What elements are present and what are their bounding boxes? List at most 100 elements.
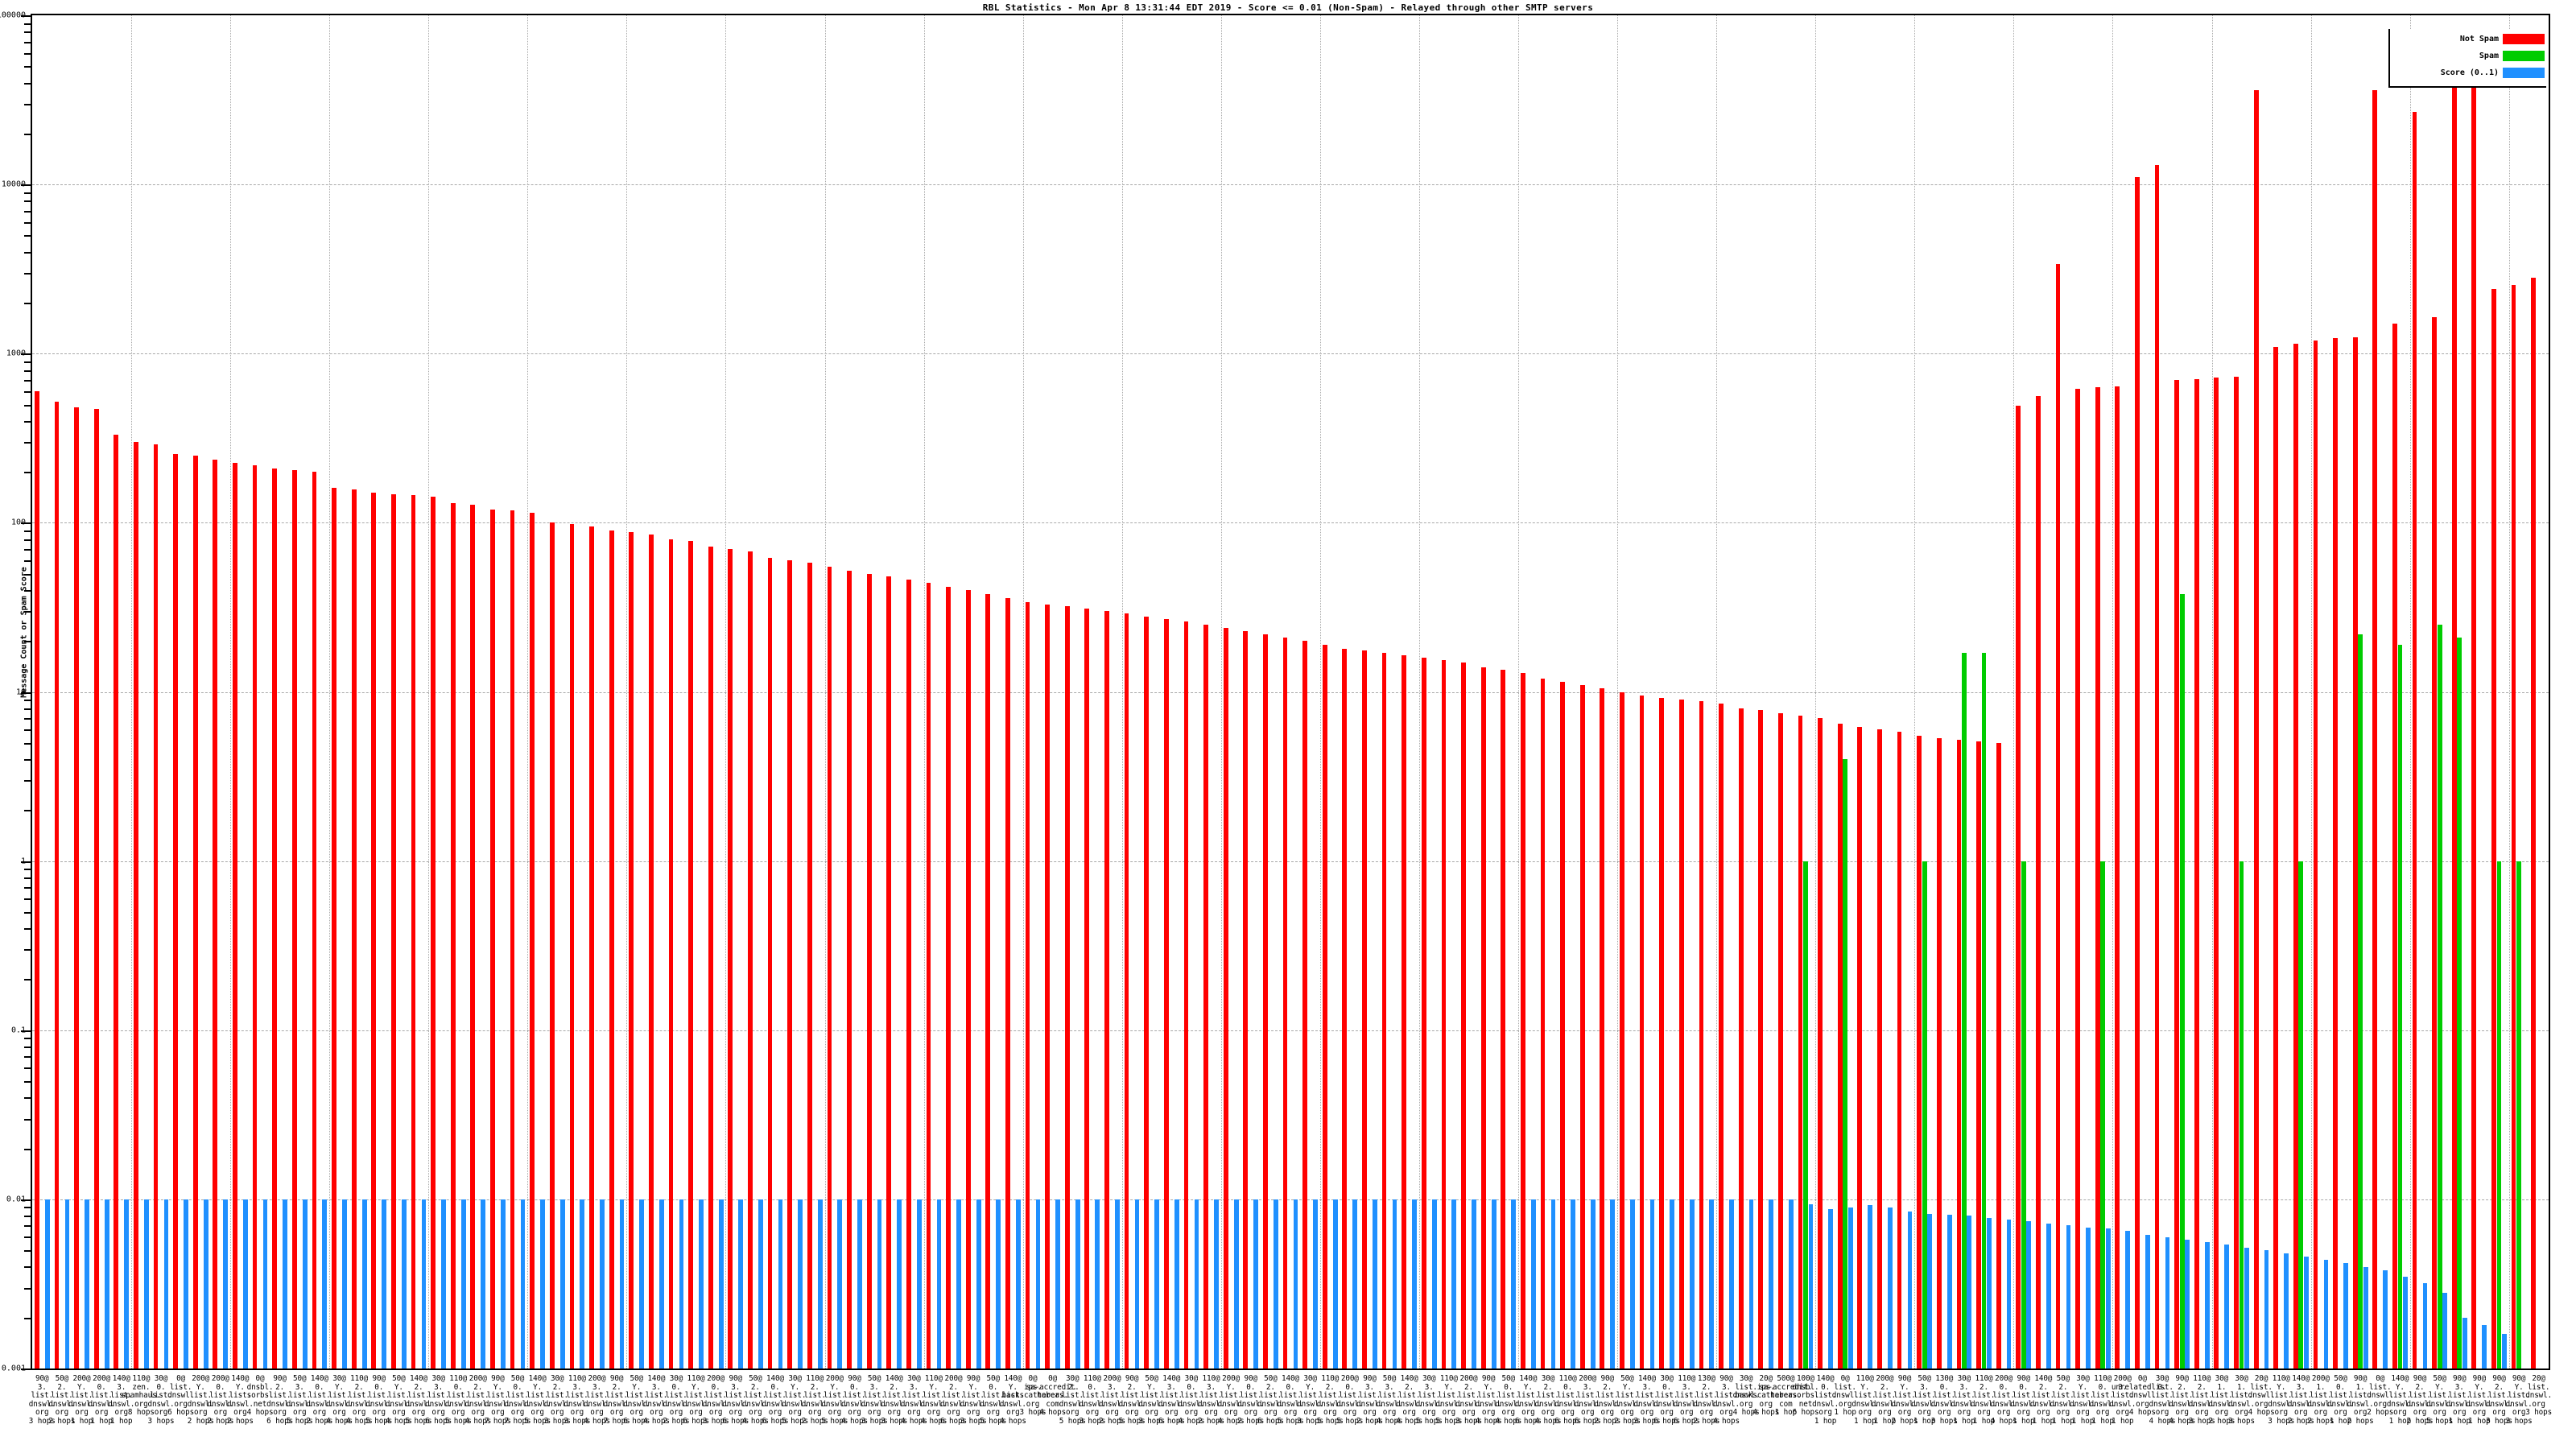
- x-axis-tick-label-line: dnswl.: [881, 1399, 908, 1409]
- x-axis-tick-label-line: sa-accredit.: [1026, 1382, 1080, 1392]
- x-axis-tick-label-line: 5 hops: [980, 1416, 1007, 1426]
- x-axis-tick-label-line: 30@: [1541, 1374, 1555, 1383]
- bar-score: [956, 1199, 961, 1368]
- x-axis-tick-label-line: dnswl.: [484, 1399, 511, 1409]
- x-axis-tick-label-line: Y.: [2277, 1382, 2286, 1392]
- x-axis-tick-label-line: 3 hops: [1633, 1416, 1661, 1426]
- x-axis-tick-label-line: org: [332, 1408, 346, 1417]
- bar-not-spam: [431, 496, 436, 1368]
- x-axis-tick-label-line: 4 hops: [2169, 1416, 2196, 1426]
- x-axis-tick-label-line: 0.: [374, 1382, 384, 1392]
- x-axis-tick-label-line: org: [1244, 1408, 1258, 1417]
- x-axis-tick-label-line: list.: [2250, 1382, 2273, 1392]
- y-axis-tick-minor: [24, 1216, 31, 1218]
- x-axis-tick-label: 50@ 0. list. dnswl. org 1 hop: [2327, 1374, 2355, 1426]
- x-axis-tick-label-line: 1 hop: [1774, 1408, 1798, 1417]
- y-axis-tick-minor: [24, 442, 31, 444]
- x-axis-tick-label-line: 4 hops: [1713, 1416, 1740, 1426]
- x-axis-tick-label-line: 90@: [35, 1374, 49, 1383]
- y-axis-tick-minor: [24, 200, 31, 203]
- bar-score: [2502, 1334, 2507, 1368]
- x-axis-tick-label-line: 140@: [1816, 1374, 1835, 1383]
- bar-score: [2343, 1263, 2348, 1368]
- y-axis-tick-minor: [24, 221, 31, 224]
- bar-score: [1689, 1199, 1695, 1368]
- x-axis-tick-label-line: list.: [1972, 1391, 1996, 1400]
- x-axis-tick-label-line: list.: [2071, 1391, 2095, 1400]
- x-axis-tick-label-line: dnswl.: [187, 1399, 214, 1409]
- bar-score: [1670, 1199, 1675, 1368]
- x-axis-tick-label-line: list.: [209, 1391, 232, 1400]
- x-axis-tick-label-line: 200@: [1459, 1374, 1478, 1383]
- x-axis-tick-label-line: list.: [2230, 1391, 2253, 1400]
- x-axis-tick-label-line: org: [590, 1408, 604, 1417]
- bar-score: [877, 1199, 882, 1368]
- x-axis-tick-label: 90@ 0. list. dnswl. org 1 hop: [2010, 1374, 2037, 1426]
- bar-not-spam: [93, 409, 99, 1368]
- x-axis-tick-label-line: dnswl.: [2327, 1399, 2355, 1409]
- x-axis-tick-label-line: 8 hops: [127, 1408, 155, 1417]
- bar-spam: [1922, 861, 1927, 1368]
- y-axis-tick-minor: [24, 390, 31, 393]
- x-axis-tick-label-line: org: [2373, 1399, 2388, 1409]
- x-axis-tick-label-line: 3.: [731, 1382, 741, 1392]
- bar-score: [936, 1199, 942, 1368]
- x-axis-tick-label-line: org: [1085, 1408, 1100, 1417]
- bar-not-spam: [351, 489, 357, 1368]
- x-axis-tick-label-line: dnswl.: [1693, 1399, 1720, 1409]
- x-axis-tick-label-line: list.: [625, 1391, 648, 1400]
- x-axis-tick-label-line: dnswl.: [1198, 1399, 1225, 1409]
- x-axis-tick-label: 50@ Y. list. dnswl. org 4 hops: [386, 1374, 412, 1426]
- x-axis-tick-label-line: 90@: [2017, 1374, 2030, 1383]
- x-axis-tick-label-line: dnswl.: [1554, 1399, 1582, 1409]
- x-axis-tick-label-line: 0@: [2137, 1374, 2147, 1383]
- bar-not-spam: [1402, 654, 1407, 1368]
- plot-area: Not Spam Spam Score (0..1): [31, 14, 2550, 1370]
- x-axis-tick-label-line: 3 hops: [1019, 1408, 1046, 1417]
- x-axis-tick-label-line: dnswl.: [2347, 1399, 2374, 1409]
- x-axis-tick-label-line: org: [1105, 1408, 1119, 1417]
- legend-item[interactable]: Spam: [2390, 49, 2545, 63]
- x-axis-tick-label-line: 50@: [2433, 1374, 2446, 1383]
- bar-score: [1847, 1207, 1853, 1368]
- legend-item[interactable]: Not Spam: [2390, 32, 2545, 46]
- x-axis-tick-label: 90@ 3. list. dnswl. org 4 hops: [1713, 1374, 1740, 1426]
- x-axis-tick-label-line: 90@: [966, 1374, 980, 1383]
- bar-score: [2204, 1241, 2210, 1368]
- bar-score: [203, 1199, 208, 1368]
- x-axis-tick-label-line: 6 hops: [1673, 1416, 1700, 1426]
- bar-score: [540, 1199, 546, 1368]
- y-axis-tick-label: 0.01: [6, 1195, 26, 1204]
- x-axis-tick-label-line: 90@: [1481, 1374, 1496, 1383]
- gridline-vertical: [1518, 15, 1520, 1368]
- x-axis-tick-label-line: 50@: [749, 1374, 762, 1383]
- x-axis-tick-label-line: dnswl.: [2188, 1399, 2215, 1409]
- x-axis-tick-label-line: dnsbl.: [246, 1382, 274, 1392]
- x-axis-tick-label-line: dnswl.: [2525, 1391, 2553, 1400]
- x-axis-tick-label-line: dnswl.: [1852, 1399, 1879, 1409]
- legend-item[interactable]: Score (0..1): [2390, 66, 2545, 80]
- x-axis-tick-label-line: dnswl.: [147, 1399, 175, 1409]
- x-axis-tick-label-line: 3 hops: [147, 1416, 175, 1426]
- y-axis-tick-minor: [24, 251, 31, 254]
- x-axis-tick-label-line: 0.: [989, 1382, 998, 1392]
- x-axis-tick-label-line: list.: [1655, 1391, 1678, 1400]
- x-axis-tick-label-line: 2 hops: [1613, 1416, 1641, 1426]
- x-axis-tick-label: 30@ 2. list. dnswl. org 5 hops: [1059, 1374, 1086, 1426]
- x-axis-tick-label: 50@ 2. list. dnswl. org 1 hop: [2050, 1374, 2076, 1426]
- x-axis-tick-label-line: 200@: [469, 1374, 487, 1383]
- x-axis-tick-label-line: 90@: [2413, 1374, 2427, 1383]
- x-axis-tick-label-line: dnswl.: [1495, 1399, 1522, 1409]
- bar-score: [1035, 1199, 1041, 1368]
- x-axis-tick-label-line: 1 hop: [2388, 1416, 2412, 1426]
- x-axis-tick-label-line: list.: [1695, 1391, 1718, 1400]
- x-axis-tick-label-line: org: [1125, 1408, 1139, 1417]
- x-axis-tick-label-line: 3.: [2296, 1382, 2306, 1392]
- x-axis-tick-label-line: org: [1838, 1399, 1852, 1409]
- x-axis-tick-label-line: 140@: [1638, 1374, 1657, 1383]
- x-axis-tick-label-line: dnswl.: [1871, 1399, 1898, 1409]
- x-axis-tick-label-line: dnswl.: [2386, 1399, 2413, 1409]
- x-axis-tick-label-line: list.: [1854, 1391, 1876, 1400]
- x-axis-tick-label-line: org: [1026, 1399, 1040, 1409]
- x-axis-tick-label-line: 30@: [431, 1374, 445, 1383]
